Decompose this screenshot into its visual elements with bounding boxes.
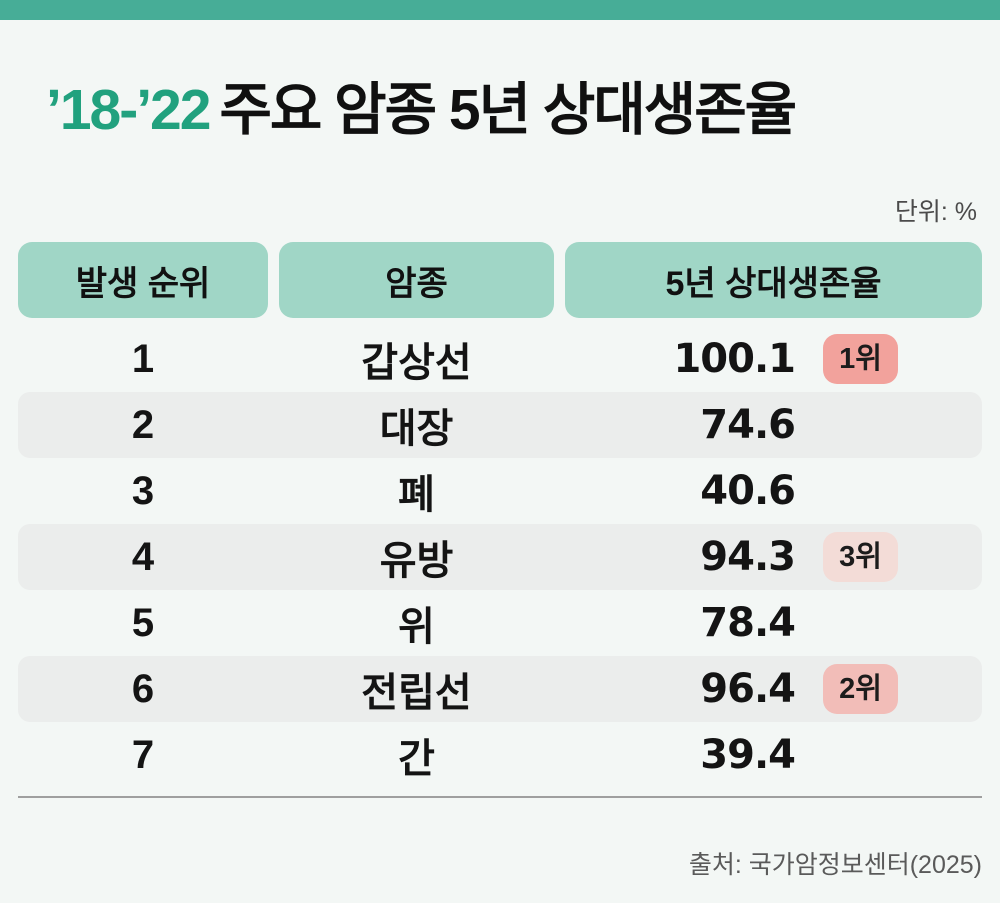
footer-divider (18, 796, 982, 798)
column-header-rank: 발생 순위 (18, 242, 268, 318)
rank-cell: 5 (131, 600, 155, 645)
rank-cell: 6 (131, 666, 155, 711)
rate-value: 40.6 (700, 468, 796, 514)
rate-cell: 39.4 (565, 722, 982, 788)
cancer-cell: 갑상선 (361, 341, 472, 385)
cancer-cell: 위 (398, 605, 435, 649)
rank-cell: 4 (131, 534, 155, 579)
table-row-4: 4 유방 94.3 3위 (18, 524, 982, 590)
table-body: 1 갑상선 100.1 1위 2 대장 74.6 3 폐 40.6 4 유방 (18, 326, 982, 788)
rate-value: 39.4 (700, 732, 796, 778)
rate-value: 78.4 (700, 600, 796, 646)
rank-cell: 1 (131, 336, 155, 381)
rate-cell: 78.4 (565, 590, 982, 656)
column-header-survival-rate: 5년 상대생존율 (565, 242, 982, 318)
cancer-cell: 간 (398, 737, 435, 781)
cancer-cell: 유방 (379, 539, 454, 583)
rate-cell: 40.6 (565, 458, 982, 524)
survival-rank-badge: 2위 (823, 664, 898, 714)
cancer-cell: 폐 (398, 473, 435, 517)
table-row-2: 2 대장 74.6 (18, 392, 982, 458)
table-row-3: 3 폐 40.6 (18, 458, 982, 524)
title-main-text: 주요 암종 5년 상대생존율 (219, 78, 797, 142)
rate-value: 74.6 (700, 402, 796, 448)
table-header-row: 발생 순위 암종 5년 상대생존율 (18, 242, 982, 318)
table-row-7: 7 간 39.4 (18, 722, 982, 788)
rate-cell: 94.3 3위 (565, 524, 982, 590)
table-row-6: 6 전립선 96.4 2위 (18, 656, 982, 722)
survival-rank-badge: 3위 (823, 532, 898, 582)
table-row-1: 1 갑상선 100.1 1위 (18, 326, 982, 392)
cancer-cell: 전립선 (361, 671, 472, 715)
rate-cell: 100.1 1위 (565, 326, 982, 392)
cancer-cell: 대장 (379, 407, 454, 451)
page-title: ’18-’22 주요 암종 5년 상대생존율 (46, 64, 797, 146)
survival-rank-badge: 1위 (823, 334, 898, 384)
source-label: 출처: 국가암정보센터(2025) (688, 851, 982, 879)
rate-value: 100.1 (673, 336, 796, 382)
rank-cell: 7 (131, 732, 155, 777)
rate-cell: 74.6 (565, 392, 982, 458)
rate-cell: 96.4 2위 (565, 656, 982, 722)
rank-cell: 3 (131, 468, 155, 513)
rank-cell: 2 (131, 402, 155, 447)
rate-value: 94.3 (700, 534, 796, 580)
title-year-range: ’18-’22 (46, 78, 211, 142)
rate-value: 96.4 (700, 666, 796, 712)
top-accent-bar (0, 0, 1000, 20)
table-row-5: 5 위 78.4 (18, 590, 982, 656)
unit-label: 단위: % (894, 198, 977, 226)
column-header-cancer-type: 암종 (279, 242, 554, 318)
